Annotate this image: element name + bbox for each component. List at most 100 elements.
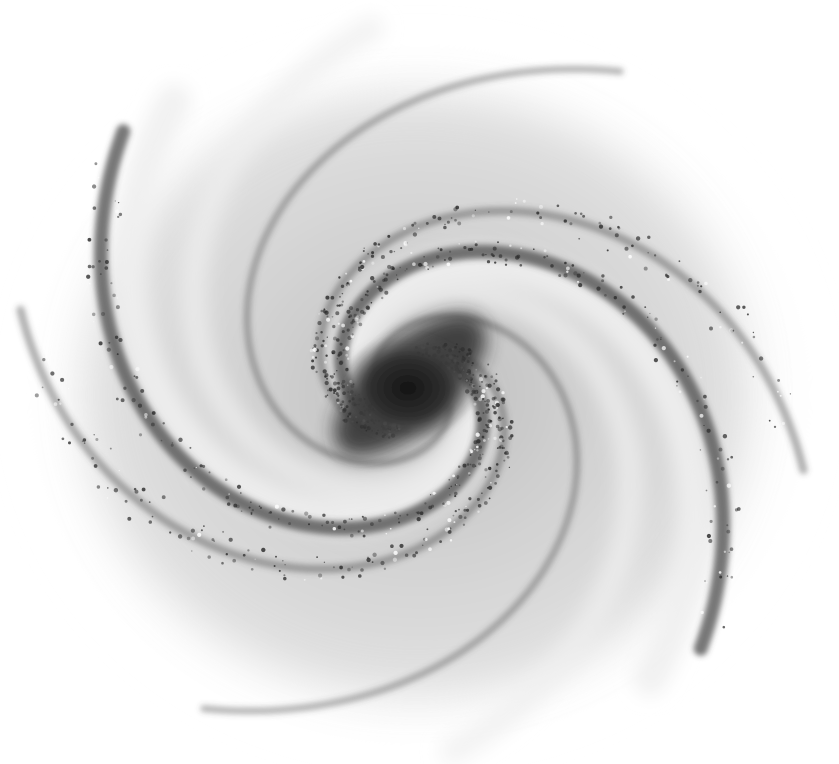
star-cluster bbox=[336, 401, 340, 405]
star-cluster bbox=[404, 270, 406, 272]
star-cluster bbox=[703, 398, 705, 400]
star-cluster bbox=[653, 358, 658, 363]
star-cluster bbox=[722, 434, 728, 439]
star-cluster bbox=[647, 235, 651, 239]
star-cluster bbox=[703, 394, 707, 399]
star-cluster bbox=[366, 290, 369, 293]
star-cluster bbox=[495, 469, 498, 473]
star-cluster bbox=[140, 388, 145, 393]
star-cluster bbox=[357, 316, 361, 319]
star-cluster bbox=[477, 504, 482, 508]
star-cluster bbox=[385, 273, 389, 277]
star-cluster bbox=[454, 509, 457, 513]
star-cluster bbox=[114, 200, 116, 202]
star-cluster bbox=[466, 463, 470, 466]
star-cluster bbox=[456, 483, 458, 486]
star-cluster bbox=[501, 397, 506, 402]
star-cluster bbox=[339, 565, 343, 570]
star-cluster bbox=[450, 217, 453, 219]
star-cluster bbox=[193, 467, 196, 469]
star-cluster bbox=[624, 246, 629, 251]
star-cluster bbox=[453, 521, 456, 524]
star-cluster bbox=[489, 419, 493, 423]
star-cluster bbox=[283, 574, 286, 577]
star-cluster bbox=[331, 350, 336, 355]
star-cluster bbox=[376, 285, 379, 288]
star-cluster bbox=[315, 370, 318, 374]
star-cluster bbox=[718, 447, 723, 452]
star-cluster bbox=[356, 321, 359, 324]
star-cluster bbox=[118, 212, 123, 217]
star-cluster bbox=[397, 518, 400, 520]
star-cluster bbox=[312, 347, 317, 352]
star-cluster bbox=[481, 492, 483, 494]
star-cluster bbox=[232, 558, 236, 563]
star-cluster bbox=[87, 237, 92, 242]
star-cluster bbox=[493, 405, 497, 410]
star-cluster bbox=[268, 525, 272, 529]
star-cluster bbox=[322, 513, 326, 517]
star-cluster bbox=[566, 270, 569, 274]
star-cluster bbox=[730, 329, 734, 333]
star-cluster bbox=[506, 216, 511, 220]
star-cluster bbox=[345, 353, 349, 357]
star-cluster bbox=[647, 251, 650, 254]
star-cluster bbox=[576, 273, 581, 278]
star-cluster bbox=[131, 398, 136, 403]
star-cluster bbox=[347, 567, 351, 572]
star-cluster bbox=[709, 519, 713, 523]
star-cluster bbox=[281, 507, 286, 512]
star-cluster bbox=[381, 296, 384, 300]
star-cluster bbox=[341, 575, 345, 579]
star-cluster bbox=[355, 315, 360, 320]
star-cluster bbox=[208, 471, 211, 474]
star-cluster bbox=[563, 273, 568, 278]
star-cluster bbox=[490, 481, 492, 484]
star-cluster bbox=[686, 355, 689, 358]
star-cluster bbox=[346, 328, 350, 332]
star-cluster bbox=[478, 377, 483, 382]
star-cluster bbox=[70, 422, 74, 427]
star-cluster bbox=[383, 277, 388, 282]
star-cluster bbox=[484, 375, 487, 378]
star-cluster bbox=[563, 219, 567, 223]
star-cluster bbox=[358, 574, 362, 578]
star-cluster bbox=[34, 393, 39, 398]
star-cluster bbox=[258, 505, 261, 507]
star-cluster bbox=[311, 359, 315, 363]
star-cluster bbox=[539, 216, 543, 220]
star-cluster bbox=[488, 408, 490, 411]
star-cluster bbox=[437, 216, 442, 221]
star-cluster bbox=[742, 305, 746, 309]
star-cluster bbox=[116, 297, 118, 299]
star-cluster bbox=[494, 261, 497, 264]
star-cluster bbox=[68, 441, 71, 445]
star-cluster bbox=[321, 524, 324, 527]
star-cluster bbox=[98, 341, 103, 346]
star-cluster bbox=[475, 432, 480, 437]
star-cluster bbox=[380, 560, 385, 566]
star-cluster bbox=[340, 284, 345, 288]
star-cluster bbox=[493, 382, 496, 385]
star-cluster bbox=[405, 268, 408, 270]
star-cluster bbox=[98, 259, 101, 263]
star-cluster bbox=[404, 553, 409, 557]
star-cluster bbox=[365, 305, 370, 310]
star-cluster bbox=[213, 540, 215, 542]
star-cluster bbox=[330, 375, 334, 379]
star-cluster bbox=[474, 209, 477, 211]
star-cluster bbox=[505, 425, 508, 429]
star-cluster bbox=[703, 404, 708, 409]
star-cluster bbox=[335, 311, 340, 316]
star-cluster bbox=[501, 400, 506, 405]
star-cluster bbox=[495, 373, 498, 376]
star-cluster bbox=[326, 394, 329, 396]
star-cluster bbox=[323, 308, 326, 310]
star-cluster bbox=[571, 264, 575, 267]
star-cluster bbox=[360, 264, 365, 270]
star-cluster bbox=[729, 328, 734, 333]
star-cluster bbox=[773, 425, 777, 429]
star-cluster bbox=[222, 530, 225, 533]
star-cluster bbox=[482, 412, 485, 414]
star-cluster bbox=[170, 443, 174, 447]
